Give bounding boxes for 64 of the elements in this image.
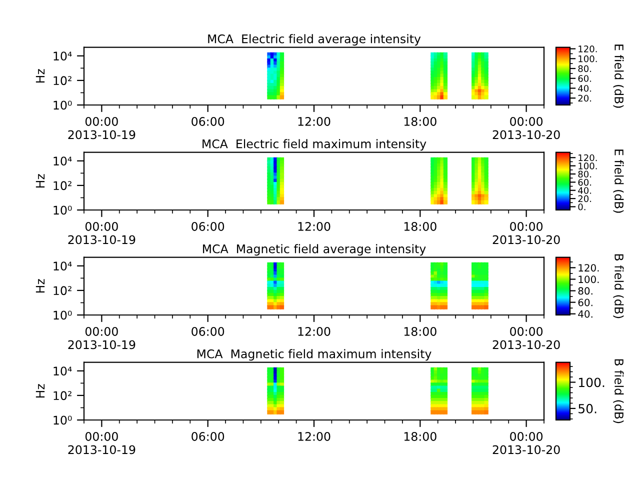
- x-tick-label: 18:00: [404, 117, 436, 126]
- y-axis-title: Hz: [36, 384, 45, 398]
- x-tick-label: 00:00 2013-10-19: [68, 117, 136, 140]
- color-bar-label: 100.: [578, 55, 597, 62]
- x-tick-label: 18:00: [404, 432, 436, 441]
- color-bar-label: 20.: [578, 94, 592, 102]
- x-tick-label: 12:00: [298, 117, 330, 126]
- x-tick-label: 00:00 2013-10-19: [68, 222, 136, 244]
- x-tick-label: 00:00 2013-10-20: [492, 432, 560, 454]
- color-bar-label: 0.: [578, 203, 586, 210]
- chart-title: MCA Magnetic field average intensity: [203, 244, 426, 256]
- x-tick-label: 12:00: [298, 222, 330, 231]
- color-bar-label: 100.: [578, 276, 599, 284]
- y-tick-label: 10²: [54, 181, 72, 190]
- y-tick-label: 10⁰: [54, 310, 72, 320]
- x-tick-label: 06:00: [192, 327, 224, 336]
- x-tick-label: 06:00: [192, 222, 224, 231]
- color-bar-label: 40.: [578, 187, 592, 194]
- color-bar-label: 120.: [578, 46, 597, 52]
- y-tick-label: 10²: [54, 76, 72, 86]
- color-bar-label: 80.: [578, 170, 592, 178]
- color-bar-label: 50.: [578, 404, 596, 414]
- color-bar-label: 80.: [578, 65, 592, 72]
- x-tick-label: 00:00 2013-10-19: [68, 432, 136, 454]
- color-bar-label: 60.: [578, 178, 592, 186]
- y-tick-label: 10⁴: [54, 262, 72, 271]
- x-tick-label: 18:00: [404, 327, 436, 336]
- color-bar-title: B field (dB): [613, 359, 624, 424]
- color-bar-title: E field (dB): [613, 44, 624, 108]
- y-tick-label: 10⁴: [54, 366, 72, 376]
- color-bar-title: B field (dB): [613, 254, 624, 318]
- x-tick-label: 12:00: [298, 432, 330, 441]
- x-tick-label: 00:00 2013-10-20: [492, 327, 560, 350]
- y-tick-label: 10⁴: [54, 156, 72, 166]
- chart-title: MCA Magnetic field maximum intensity: [197, 349, 432, 361]
- color-bar-label: 60.: [578, 298, 592, 306]
- y-tick-label: 10²: [54, 286, 72, 296]
- x-tick-label: 12:00: [298, 327, 330, 336]
- color-bar-title: E field (dB): [613, 150, 624, 213]
- y-axis-title: Hz: [36, 69, 45, 83]
- x-tick-label: 00:00 2013-10-20: [492, 222, 560, 244]
- color-bar-label: 100.: [579, 378, 604, 388]
- x-tick-label: 18:00: [404, 222, 436, 231]
- y-tick-label: 10⁴: [54, 52, 72, 61]
- chart-title: MCA Electric field average intensity: [208, 34, 421, 46]
- color-bar-label: 80.: [578, 287, 592, 295]
- y-tick-label: 10²: [54, 391, 72, 400]
- x-tick-label: 06:00: [192, 432, 224, 441]
- color-bar-label: 100.: [578, 162, 597, 170]
- y-tick-label: 10⁰: [54, 206, 72, 215]
- color-bar-label: 40.: [578, 310, 592, 318]
- y-axis-title: Hz: [36, 174, 45, 188]
- color-bar-label: 120.: [578, 264, 599, 272]
- x-tick-label: 00:00 2013-10-20: [492, 117, 560, 140]
- y-axis-title: Hz: [36, 279, 45, 293]
- chart-title: MCA Electric field maximum intensity: [202, 139, 426, 151]
- y-tick-label: 10⁰: [54, 100, 72, 110]
- color-bar-label: 20.: [578, 195, 592, 202]
- color-bar-label: 120.: [578, 154, 597, 162]
- color-bar-label: 40.: [578, 84, 592, 92]
- x-tick-label: 06:00: [192, 117, 224, 126]
- x-tick-label: 00:00 2013-10-19: [68, 327, 136, 350]
- color-bar-label: 60.: [578, 75, 592, 82]
- y-tick-label: 10⁰: [54, 416, 72, 425]
